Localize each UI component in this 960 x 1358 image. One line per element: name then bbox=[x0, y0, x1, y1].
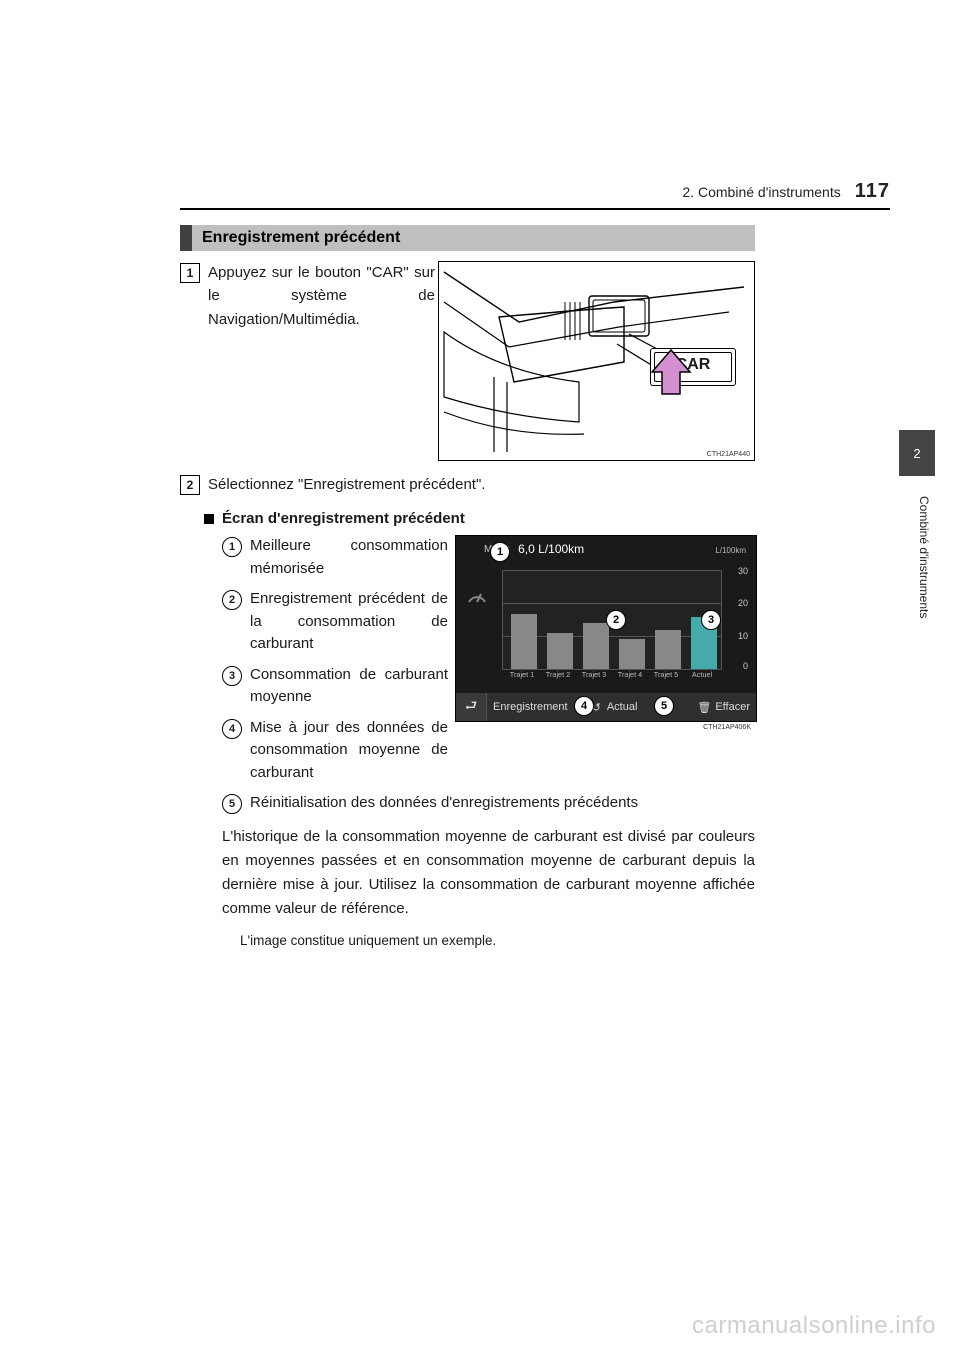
chart-bar bbox=[655, 630, 681, 669]
chart-bar bbox=[583, 623, 609, 669]
list-item-4-number: 4 bbox=[222, 719, 242, 739]
ytick-30: 30 bbox=[730, 566, 748, 576]
page-number: 117 bbox=[855, 180, 890, 203]
figure-dashboard: CAR CTH21AP440 bbox=[438, 261, 755, 461]
step-1-row: 1 Appuyez sur le bouton "CAR" sur le sys… bbox=[180, 261, 755, 461]
step-1-text: Appuyez sur le bouton "CAR" sur le systè… bbox=[208, 261, 435, 331]
bullet-square-icon bbox=[204, 514, 214, 524]
step-2-text: Sélectionnez "Enregistrement précédent". bbox=[208, 473, 485, 496]
xtick: Trajet 3 bbox=[578, 670, 610, 679]
xtick: Trajet 4 bbox=[614, 670, 646, 679]
list-item-4-text: Mise à jour des données de consommation … bbox=[250, 717, 448, 785]
list-item-1-number: 1 bbox=[222, 537, 242, 557]
figure-2-ref: CTH21AP406K bbox=[455, 722, 755, 731]
chart-bar bbox=[511, 614, 537, 669]
figure-chart-screen: Meill.: 6,0 L/100km L/100km 30 20 10 0 bbox=[455, 535, 757, 722]
ytick-20: 20 bbox=[730, 598, 748, 608]
ytick-0: 0 bbox=[730, 661, 748, 671]
header-rule bbox=[180, 208, 890, 210]
back-icon: ⮐ bbox=[456, 693, 487, 721]
chapter-title-vertical: Combiné d'instruments bbox=[917, 496, 931, 618]
list-item-2-number: 2 bbox=[222, 590, 242, 610]
ytick-10: 10 bbox=[730, 631, 748, 641]
sub-heading-text: Écran d'enregistrement précédent bbox=[222, 510, 465, 527]
step-2-number: 2 bbox=[180, 475, 200, 495]
list-item-3-number: 3 bbox=[222, 666, 242, 686]
watermark: carmanualsonline.info bbox=[692, 1312, 936, 1340]
list-item-1-text: Meilleure consommation mémo­risée bbox=[250, 535, 448, 580]
chapter-tab: 2 bbox=[899, 430, 935, 476]
list-item: 5 Réinitialisation des données d'enregis… bbox=[222, 792, 755, 815]
figure-1-ref: CTH21AP440 bbox=[707, 451, 750, 458]
step-2-row: 2 Sélectionnez "Enregistrement précédent… bbox=[180, 473, 755, 496]
car-button: CAR bbox=[650, 348, 736, 438]
xtick: Trajet 1 bbox=[506, 670, 538, 679]
bottombar-seg-3: Effacer bbox=[715, 701, 750, 713]
chart-bottom-bar: ⮐ Enregistrement ↺ Actual 🗑 Effacer bbox=[456, 693, 756, 721]
list-item-5-text: Réinitialisation des données d'enregistr… bbox=[250, 792, 755, 815]
list-item-2-text: Enregistrement précédent de la consommat… bbox=[250, 588, 448, 656]
callout-1: 1 bbox=[490, 542, 510, 562]
note-text: L'image constitue uniquement un exemple. bbox=[240, 931, 755, 951]
list-item-3-text: Consommation de carburant moyenne bbox=[250, 664, 448, 709]
xtick: Trajet 2 bbox=[542, 670, 574, 679]
xtick: Actuel bbox=[686, 670, 718, 679]
header-section: 2. Combiné d'instruments bbox=[682, 184, 840, 200]
chart-bar bbox=[547, 633, 573, 669]
bottombar-seg-2: Actual bbox=[607, 701, 638, 713]
step-1-number: 1 bbox=[180, 263, 200, 283]
list-item-5-number: 5 bbox=[222, 794, 242, 814]
chart-unit: L/100km bbox=[715, 546, 746, 555]
trash-icon: 🗑 bbox=[697, 701, 711, 714]
xtick: Trajet 5 bbox=[650, 670, 682, 679]
meill-value: 6,0 L/100km bbox=[518, 542, 584, 556]
chart-bar bbox=[619, 639, 645, 669]
up-arrow-icon bbox=[650, 348, 692, 396]
section-title: Enregistrement précédent bbox=[180, 225, 755, 251]
gauge-icon bbox=[466, 584, 488, 606]
sub-heading: Écran d'enregistrement précédent bbox=[204, 510, 755, 527]
bottombar-seg-1: Enregistrement bbox=[493, 701, 568, 713]
paragraph-text: L'historique de la consommation moyenne … bbox=[222, 825, 755, 921]
